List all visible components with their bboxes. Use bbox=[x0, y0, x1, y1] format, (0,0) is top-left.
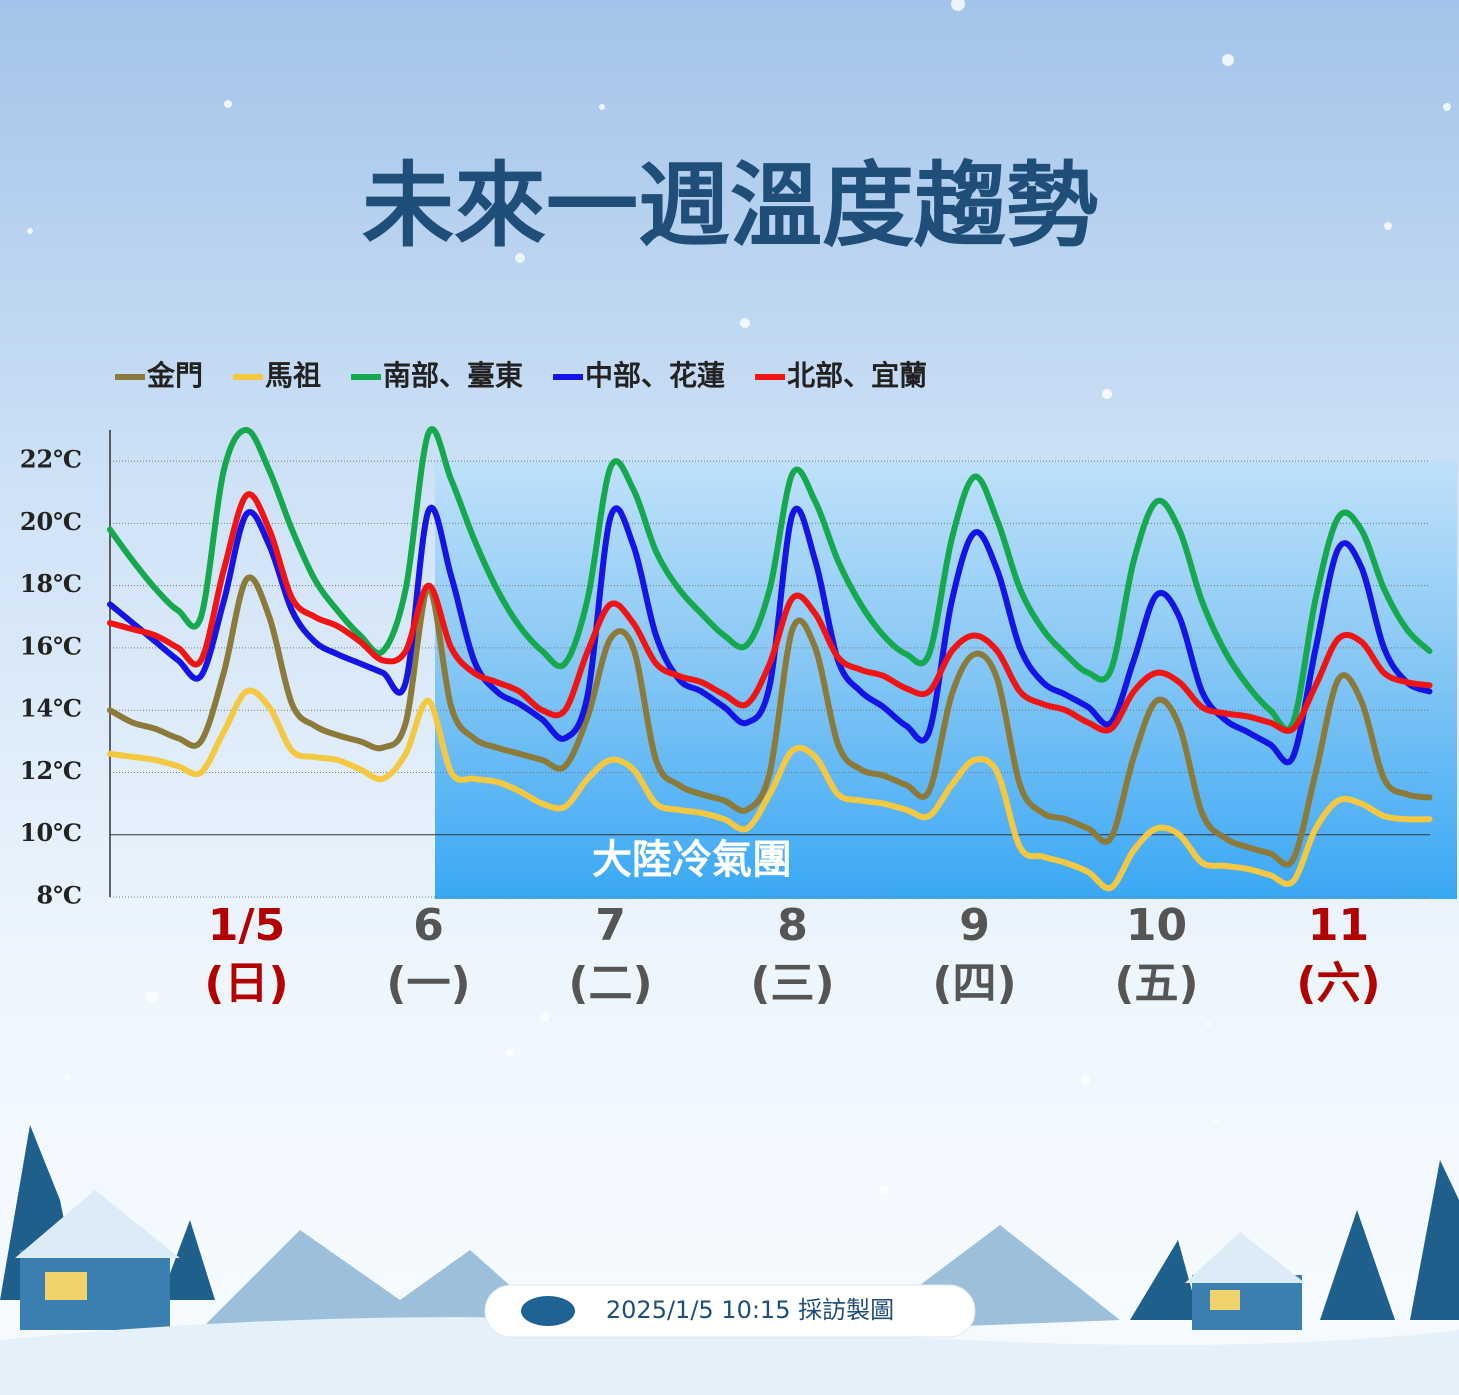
y-tick-label: 22℃ bbox=[20, 445, 82, 474]
chart-title: 未來一週溫度趨勢 bbox=[362, 152, 1098, 259]
series-line bbox=[107, 491, 1433, 734]
legend-label: 北部、宜蘭 bbox=[787, 359, 927, 392]
x-tick-label: 8 bbox=[777, 900, 808, 951]
snowflakes bbox=[27, 0, 1451, 1195]
series-line bbox=[107, 687, 1433, 892]
legend-label: 金門 bbox=[146, 359, 203, 392]
x-tick-label: 1/5 bbox=[208, 900, 285, 951]
y-tick-label: 8℃ bbox=[37, 881, 82, 910]
x-tick-sublabel: (日) bbox=[204, 958, 288, 1009]
x-tick-sublabel: (二) bbox=[568, 958, 652, 1009]
y-tick-label: 18℃ bbox=[20, 569, 82, 598]
legend-label: 馬祖 bbox=[265, 359, 321, 392]
x-tick-sublabel: (一) bbox=[386, 958, 470, 1009]
x-tick-label: 11 bbox=[1308, 900, 1369, 951]
x-tick-label: 6 bbox=[413, 900, 444, 951]
series-line bbox=[107, 504, 1433, 766]
x-tick-sublabel: (四) bbox=[932, 958, 1016, 1009]
footer: 2025/1/5 10:15 採訪製圖 bbox=[606, 1296, 894, 1324]
x-tick-sublabel: (三) bbox=[750, 958, 834, 1009]
y-tick-label: 10℃ bbox=[20, 818, 82, 847]
y-tick-label: 16℃ bbox=[20, 631, 82, 660]
y-tick-label: 12℃ bbox=[20, 756, 82, 785]
x-tick-label: 7 bbox=[595, 900, 626, 951]
plot-area: 大陸冷氣團 8℃ 10℃ 12℃ 14℃ 16℃ 18℃ 20℃ 22℃ 1/5 (日) 6 (一) 7 (… bbox=[20, 359, 1457, 1009]
y-tick-label: 14℃ bbox=[20, 694, 82, 723]
x-tick-label: 10 bbox=[1126, 900, 1187, 951]
legend-label: 南部、臺東 bbox=[383, 359, 523, 392]
landscape bbox=[0, 1125, 1459, 1395]
x-tick-sublabel: (五) bbox=[1114, 958, 1198, 1009]
legend-label: 中部、花蓮 bbox=[585, 359, 725, 392]
annotation: 大陸冷氣團 bbox=[592, 837, 792, 883]
series-line bbox=[107, 574, 1433, 868]
x-tick-sublabel: (六) bbox=[1296, 958, 1380, 1009]
x-tick-label: 9 bbox=[959, 900, 990, 951]
series-line bbox=[107, 426, 1433, 733]
y-tick-label: 20℃ bbox=[20, 507, 82, 536]
